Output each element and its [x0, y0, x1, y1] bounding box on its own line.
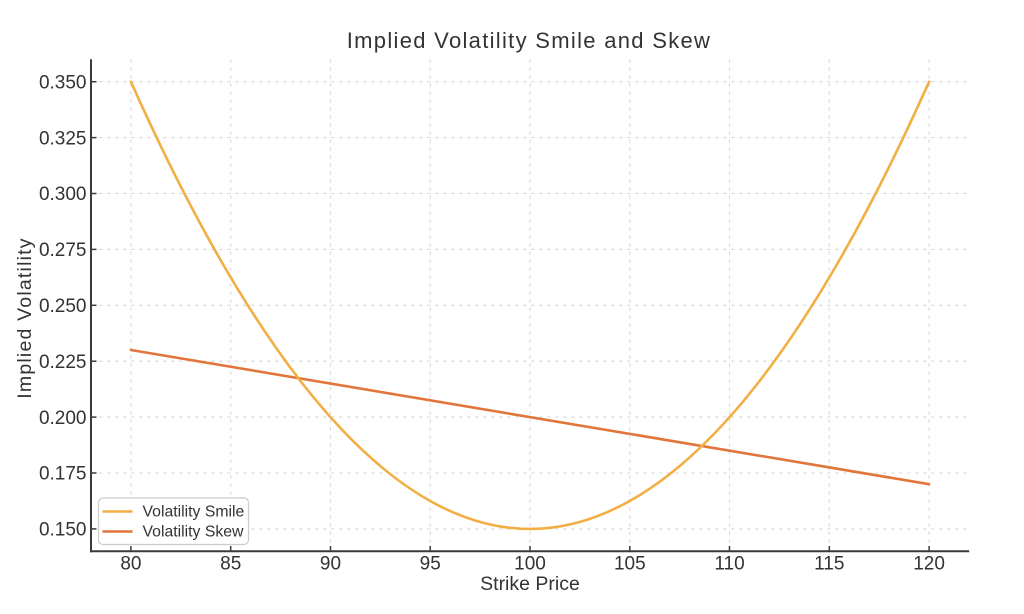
svg-text:Strike Price: Strike Price	[480, 573, 580, 595]
svg-text:Implied Volatility: Implied Volatility	[14, 237, 36, 398]
svg-text:110: 110	[714, 553, 744, 574]
svg-text:0.275: 0.275	[39, 240, 87, 261]
svg-text:0.350: 0.350	[39, 72, 87, 93]
svg-text:0.300: 0.300	[39, 184, 87, 205]
svg-text:Volatility Smile: Volatility Smile	[143, 504, 245, 521]
svg-text:0.225: 0.225	[39, 352, 87, 373]
svg-text:90: 90	[320, 553, 341, 574]
svg-text:0.200: 0.200	[39, 408, 87, 429]
svg-text:115: 115	[814, 553, 844, 574]
svg-text:80: 80	[120, 553, 141, 574]
svg-text:0.325: 0.325	[39, 128, 87, 149]
svg-text:0.250: 0.250	[39, 296, 87, 317]
svg-text:100: 100	[514, 553, 546, 574]
svg-text:Implied Volatility Smile and S: Implied Volatility Smile and Skew	[347, 28, 712, 53]
svg-text:105: 105	[614, 553, 646, 574]
svg-text:0.150: 0.150	[39, 520, 87, 541]
svg-text:95: 95	[420, 553, 441, 574]
svg-text:120: 120	[913, 553, 945, 574]
svg-text:0.175: 0.175	[39, 464, 87, 485]
svg-text:85: 85	[220, 553, 241, 574]
svg-text:Volatility Skew: Volatility Skew	[143, 524, 245, 541]
